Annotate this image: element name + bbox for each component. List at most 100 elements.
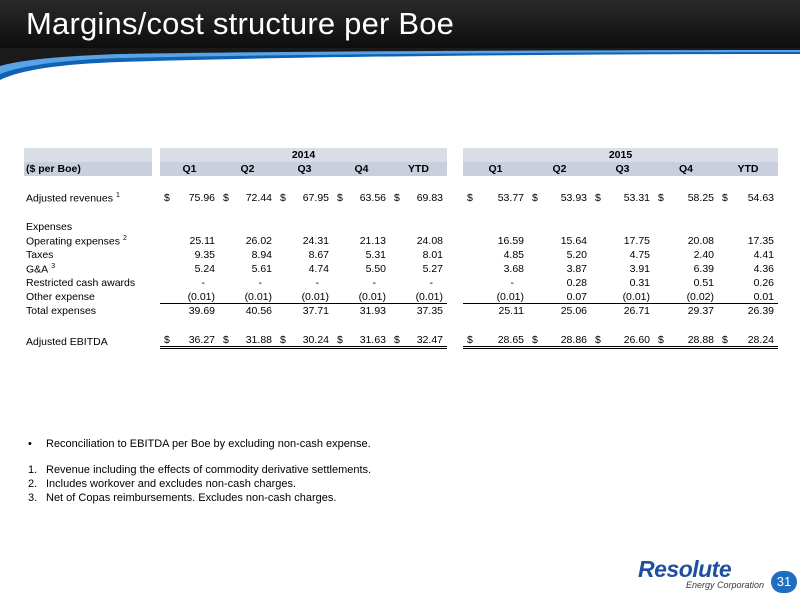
table-cell: $31.63 xyxy=(333,334,390,349)
cell-value: 0.31 xyxy=(629,277,650,289)
dollar-sign: $ xyxy=(467,192,473,204)
table-cell: 8.01 xyxy=(390,248,447,262)
table-cell: 20.08 xyxy=(654,234,718,248)
cell-value: 28.24 xyxy=(747,334,774,346)
cell-value: 0.28 xyxy=(566,277,587,289)
table-cell: 5.24 xyxy=(160,262,219,276)
table-cell: (0.01) xyxy=(390,290,447,304)
row-label: G&A 3 xyxy=(24,262,152,276)
cell-value: 4.36 xyxy=(753,263,774,275)
cell-value: 17.35 xyxy=(747,235,774,247)
cell-value: 26.71 xyxy=(623,305,650,317)
title-banner: Margins/cost structure per Boe xyxy=(0,0,800,48)
table-cell: 6.39 xyxy=(654,262,718,276)
cell-value: (0.01) xyxy=(622,290,650,303)
footnote: 2. Includes workover and excludes non-cas… xyxy=(28,477,371,491)
dollar-sign: $ xyxy=(223,192,229,204)
cell-value: 31.93 xyxy=(359,305,386,317)
table-cell: 25.06 xyxy=(528,304,591,318)
cell-value: 28.88 xyxy=(687,334,714,346)
cell-value: (0.01) xyxy=(358,290,386,303)
table-cell: $58.25 xyxy=(654,188,718,208)
table-row: Adjusted revenues 1 $75.96 $72.44 $67.95 $63.… xyxy=(24,188,778,208)
cell-value: 15.64 xyxy=(560,235,587,247)
cell-value: 0.51 xyxy=(693,277,714,289)
cell-value: 0.07 xyxy=(566,290,587,303)
dollar-sign: $ xyxy=(595,334,601,346)
row-label-text: Adjusted revenues xyxy=(26,192,113,205)
table-cell: 0.01 xyxy=(718,290,778,304)
cell-value: 72.44 xyxy=(245,192,272,204)
cell-value: (0.01) xyxy=(496,290,524,303)
table-cell: $30.24 xyxy=(276,334,333,349)
cell-value: 75.96 xyxy=(188,192,215,204)
cell-value: 3.87 xyxy=(566,263,587,275)
cell-value: 26.02 xyxy=(245,235,272,247)
table-cell: 25.11 xyxy=(463,304,528,318)
cell-value: 30.24 xyxy=(302,334,329,346)
cell-value: 8.01 xyxy=(422,249,443,261)
table-cell xyxy=(718,220,778,234)
logo-name: Resolute xyxy=(638,556,732,582)
dollar-sign: $ xyxy=(532,334,538,346)
table-row: Total expenses 39.69 40.56 37.71 31.93 37.35 2… xyxy=(24,304,778,318)
row-label-text: Adjusted EBITDA xyxy=(26,335,108,348)
column-header-row: ($ per Boe) Q1 Q2 Q3 Q4 YTD Q1 Q2 Q3 Q4 YTD xyxy=(24,162,778,176)
table-cell: $75.96 xyxy=(160,188,219,208)
footnote-marker: 2. xyxy=(28,478,38,490)
footnote: 1. Revenue including the effects of commo… xyxy=(28,463,371,477)
cell-value: 24.08 xyxy=(416,235,443,247)
column-header: Q2 xyxy=(219,162,276,176)
dollar-sign: $ xyxy=(164,334,170,346)
table-cell: $63.56 xyxy=(333,188,390,208)
table-cell: 5.61 xyxy=(219,262,276,276)
cell-value: - xyxy=(258,277,263,289)
table-cell: - xyxy=(463,276,528,290)
cell-value: 4.85 xyxy=(503,249,524,261)
table-cell: - xyxy=(333,276,390,290)
table-cell: 4.41 xyxy=(718,248,778,262)
footnotes: 1. Revenue including the effects of commo… xyxy=(28,463,371,505)
row-label: Adjusted EBITDA xyxy=(24,334,152,349)
footnote-text: Net of Copas reimbursements. Excludes no… xyxy=(46,492,337,504)
cell-value: 4.75 xyxy=(629,249,650,261)
row-label-text: Other expense xyxy=(26,291,95,303)
cell-value: 3.68 xyxy=(503,263,524,275)
table-cell: 5.27 xyxy=(390,262,447,276)
table-cell: - xyxy=(160,276,219,290)
table-cell: (0.01) xyxy=(591,290,654,304)
dollar-sign: $ xyxy=(223,334,229,346)
table-row: G&A 3 5.24 5.61 4.74 5.50 5.27 3.68 3.87 3.91 6.39… xyxy=(24,262,778,276)
table-cell xyxy=(591,220,654,234)
row-label: Taxes xyxy=(24,248,152,262)
cell-value: 21.13 xyxy=(359,235,386,247)
cell-value: 6.39 xyxy=(693,263,714,275)
cell-value: 5.61 xyxy=(251,263,272,275)
cell-value: 32.47 xyxy=(416,334,443,346)
row-label-text: Expenses xyxy=(26,221,73,233)
table-cell: 0.51 xyxy=(654,276,718,290)
table-row: Other expense (0.01) (0.01) (0.01) (0.01) (0.… xyxy=(24,290,778,304)
cell-value: 36.27 xyxy=(188,334,215,346)
column-header: Q3 xyxy=(591,162,654,176)
notes-section: • Reconciliation to EBITDA per Boe by ex… xyxy=(28,437,371,505)
row-label-text: G&A xyxy=(26,263,49,276)
cell-value: 5.20 xyxy=(566,249,587,261)
cell-value: 67.95 xyxy=(302,192,329,204)
cell-value: 28.65 xyxy=(497,334,524,346)
table-cell: 3.91 xyxy=(591,262,654,276)
table-cell: (0.01) xyxy=(333,290,390,304)
table-cell: 26.39 xyxy=(718,304,778,318)
column-header: Q1 xyxy=(463,162,528,176)
table-cell: 4.85 xyxy=(463,248,528,262)
dollar-sign: $ xyxy=(595,192,601,204)
cell-value: 37.71 xyxy=(302,305,329,317)
row-label: Other expense xyxy=(24,290,152,304)
footnote-marker: 1. xyxy=(28,464,38,476)
cell-value: 3.91 xyxy=(629,263,650,275)
table-cell: 3.87 xyxy=(528,262,591,276)
table-cell: 0.07 xyxy=(528,290,591,304)
table-cell: 26.71 xyxy=(591,304,654,318)
table-cell: 17.35 xyxy=(718,234,778,248)
cell-value: 5.31 xyxy=(365,249,386,261)
